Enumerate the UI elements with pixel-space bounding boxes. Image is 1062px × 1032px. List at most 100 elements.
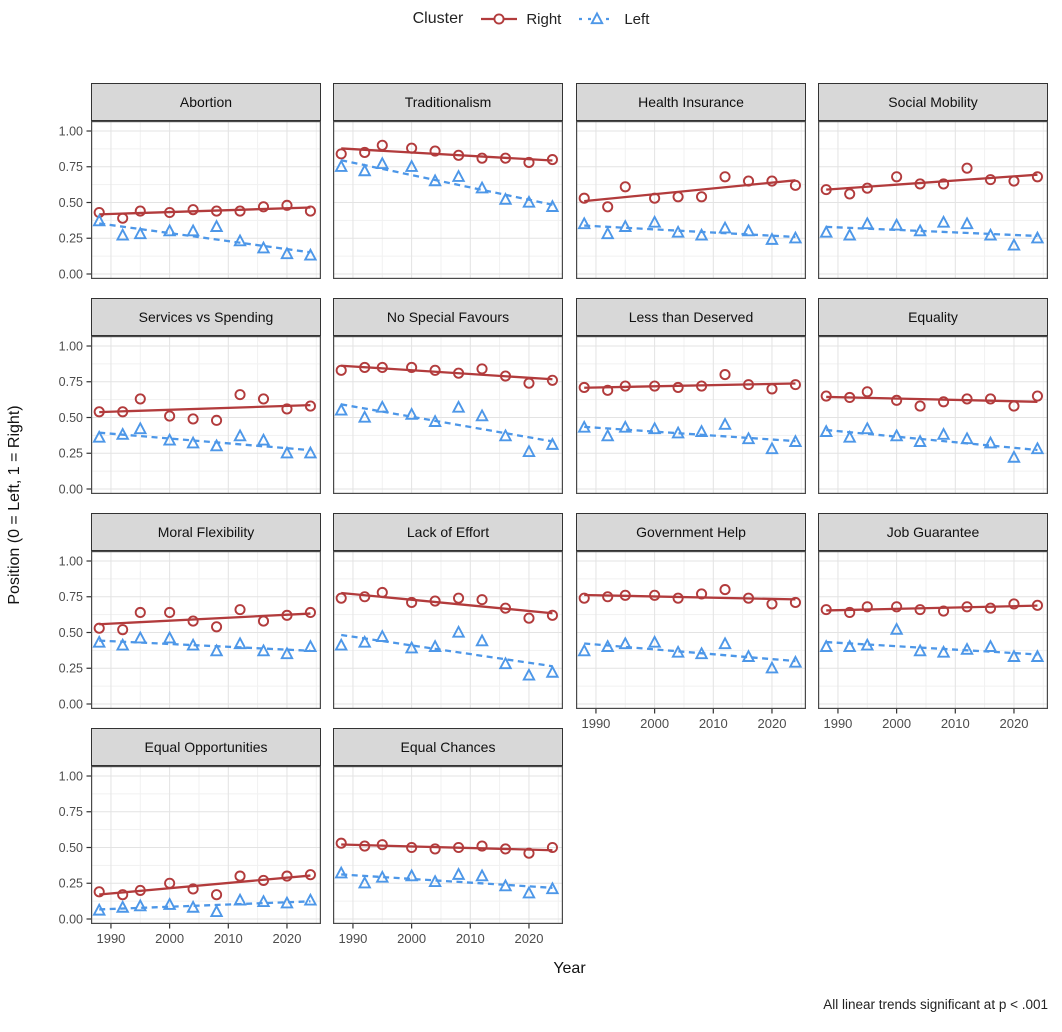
- data-point-triangle: [647, 214, 662, 228]
- data-point-triangle: [404, 159, 419, 172]
- data-point-circle: [499, 843, 512, 855]
- major-gridlines: [818, 336, 1048, 494]
- data-point-circle: [578, 592, 590, 604]
- data-point-triangle: [303, 639, 318, 652]
- data-point-triangle: [451, 867, 466, 880]
- facet-strip: Services vs Spending: [91, 298, 321, 336]
- trend-line: [99, 612, 311, 626]
- data-point-circle: [476, 152, 488, 164]
- legend-item-right: Right: [479, 10, 561, 28]
- data-point-circle: [742, 175, 755, 187]
- data-point-circle: [134, 606, 146, 619]
- panel-border: [333, 336, 564, 495]
- trend-line: [341, 147, 553, 162]
- data-point-circle: [672, 381, 684, 394]
- facet-title: Social Mobility: [888, 94, 978, 110]
- caption: All linear trends significant at p < .00…: [823, 997, 1048, 1012]
- y-axis: 1.00 0.75 0.50 0.25 0.00: [59, 769, 91, 926]
- x-axis: 1990 2000 2010 2020: [823, 709, 1028, 731]
- data-point-triangle: [618, 636, 633, 650]
- left-series-key-icon: [577, 10, 617, 28]
- data-point-triangle: [600, 639, 615, 652]
- left-series: [334, 399, 560, 457]
- right-series: [578, 584, 801, 610]
- data-point-triangle: [498, 878, 513, 892]
- right-series: [93, 604, 316, 636]
- data-point-circle: [257, 874, 270, 886]
- legend-label-left: Left: [624, 10, 650, 28]
- data-point-circle: [961, 393, 973, 405]
- trend-line: [341, 591, 553, 615]
- data-point-circle: [1031, 171, 1043, 183]
- panel-border: [818, 336, 1049, 495]
- trend-line: [584, 179, 796, 203]
- data-point-circle: [281, 870, 293, 882]
- left-series: [819, 214, 1045, 251]
- data-point-triangle: [162, 630, 177, 644]
- right-series: [578, 369, 801, 396]
- left-series: [577, 417, 803, 455]
- x-tick-label: 2010: [214, 931, 243, 946]
- data-point-circle: [117, 889, 129, 901]
- facet-plot: [576, 121, 807, 280]
- data-point-circle: [476, 363, 488, 375]
- facet-strip: Government Help: [576, 513, 806, 551]
- data-point-circle: [164, 877, 176, 889]
- x-tick-label: 1990: [96, 931, 125, 946]
- data-point-triangle: [209, 438, 224, 452]
- data-point-triangle: [498, 428, 513, 442]
- panel-border: [91, 336, 322, 495]
- data-point-circle: [187, 204, 199, 216]
- facet-title: Abortion: [179, 94, 233, 110]
- data-point-triangle: [428, 173, 442, 187]
- data-point-triangle: [256, 432, 271, 446]
- data-point-circle: [335, 837, 347, 849]
- right-series: [93, 199, 316, 224]
- data-point-circle: [696, 191, 708, 203]
- major-gridlines: [818, 551, 1048, 709]
- data-point-circle: [719, 171, 731, 183]
- data-point-circle: [257, 615, 270, 627]
- facet-no-special-favours: No Special Favours: [333, 298, 564, 495]
- facet-government-help: Government Help 1990 2000 2010 2020: [576, 513, 807, 731]
- trend-line: [99, 403, 311, 414]
- facet-plot: [333, 336, 564, 495]
- facet-equal-opportunities: Equal Opportunities 1.00 0.75 0.50 0.25 0.00 1…: [59, 728, 322, 946]
- panel-border: [818, 551, 1049, 710]
- facet-plot: [818, 121, 1049, 280]
- data-point-circle: [335, 148, 347, 160]
- data-point-circle: [844, 391, 856, 404]
- facet-title: Traditionalism: [404, 94, 492, 110]
- y-tick-label: 0.25: [59, 232, 83, 246]
- facet-title: Less than Deserved: [628, 309, 754, 325]
- panel-border: [576, 551, 807, 710]
- data-point-triangle: [334, 865, 348, 879]
- data-point-circle: [938, 396, 950, 408]
- y-axis: 1.00 0.75 0.50 0.25 0.00: [59, 339, 91, 496]
- facet-less-than-deserved: Less than Deserved: [576, 298, 807, 495]
- y-tick-label: 1.00: [59, 124, 83, 138]
- data-point-triangle: [475, 180, 489, 194]
- data-point-circle: [602, 591, 614, 603]
- y-tick-label: 0.50: [59, 626, 83, 640]
- trend-line: [826, 395, 1038, 403]
- facet-job-guarantee: Job Guarantee 1990 2000 2010 2020: [818, 513, 1049, 731]
- data-point-triangle: [819, 224, 833, 238]
- y-axis: 1.00 0.75 0.50 0.25 0.00: [59, 124, 91, 281]
- data-point-circle: [117, 624, 129, 636]
- data-point-triangle: [303, 892, 318, 906]
- data-point-circle: [523, 377, 535, 389]
- data-point-circle: [984, 602, 997, 614]
- data-point-circle: [742, 379, 755, 391]
- data-point-triangle: [186, 637, 200, 651]
- facet-title: Health Insurance: [638, 94, 744, 110]
- facet-strip: Moral Flexibility: [91, 513, 321, 551]
- data-point-circle: [304, 205, 316, 217]
- facet-social-mobility: Social Mobility: [818, 83, 1049, 280]
- data-point-triangle: [960, 216, 974, 230]
- left-series: [334, 865, 560, 899]
- left-series: [92, 421, 318, 459]
- facet-plot: 1990 2000 2010 2020: [818, 551, 1049, 731]
- left-series: [819, 622, 1045, 662]
- data-point-circle: [359, 591, 371, 603]
